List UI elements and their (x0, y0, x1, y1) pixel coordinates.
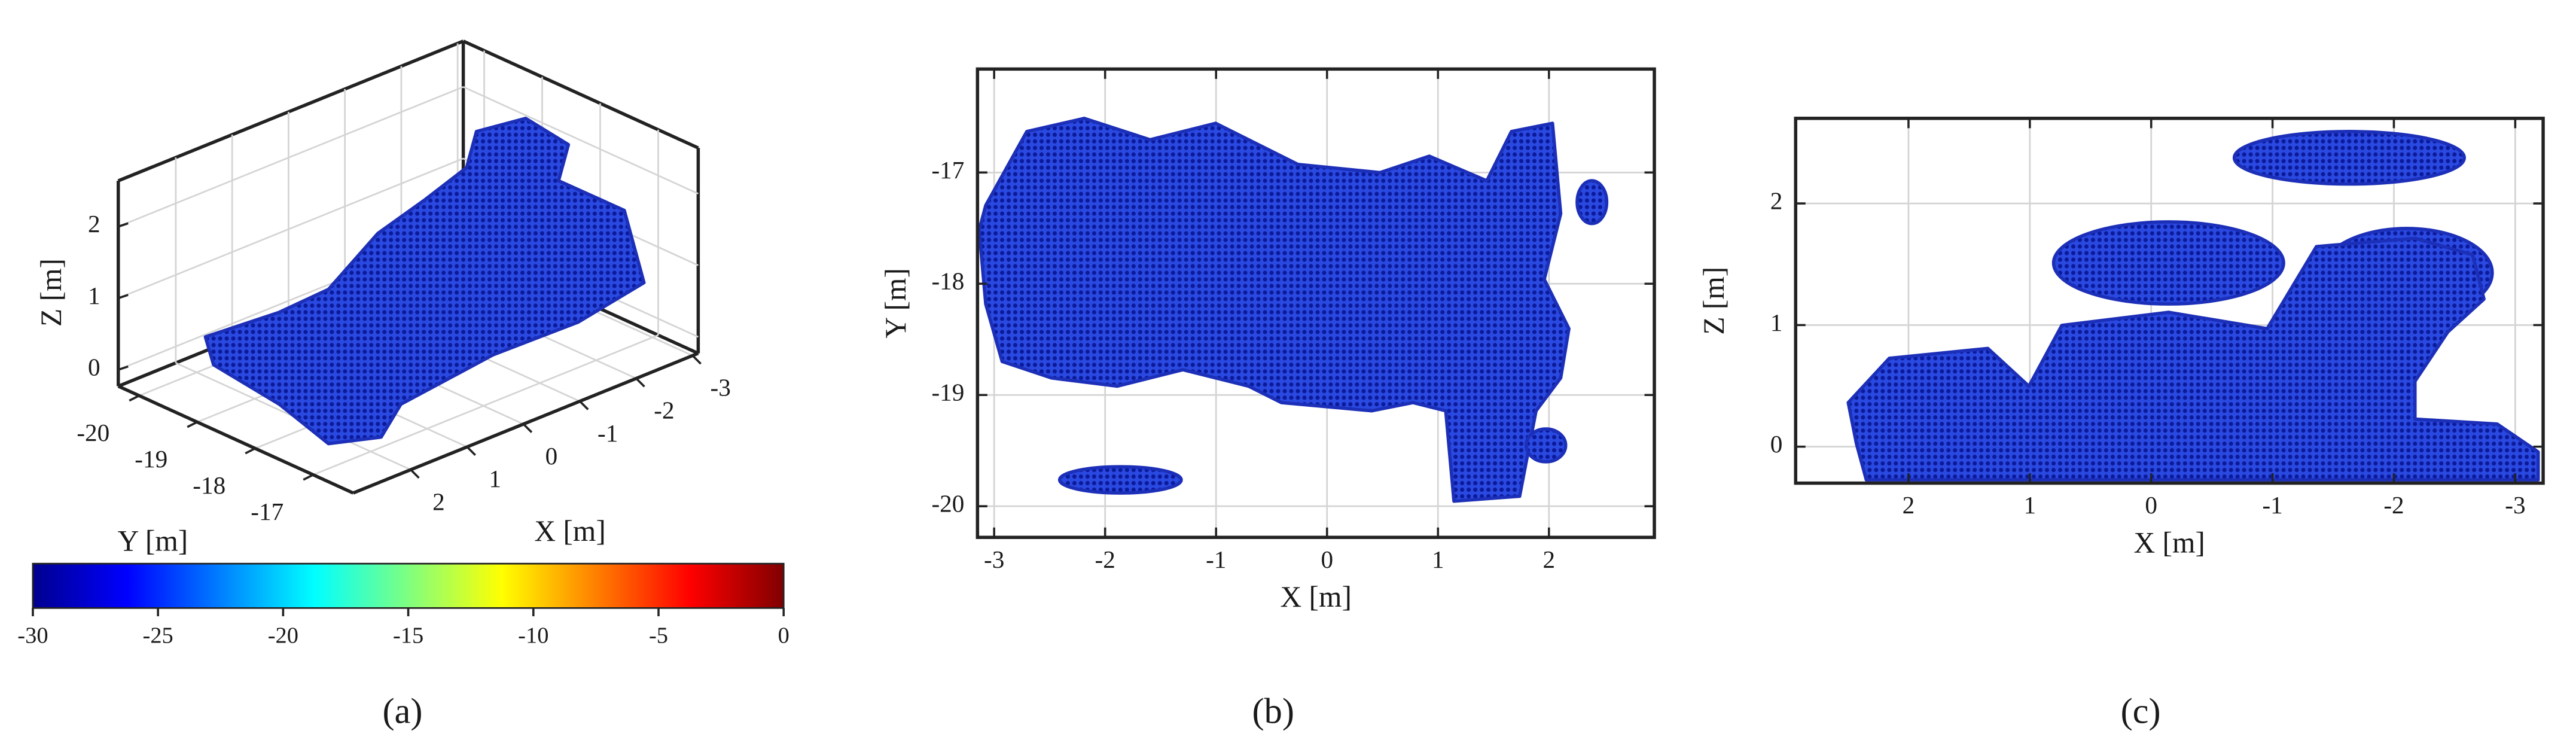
x-tick (691, 355, 702, 365)
panel-b-front: -3 -2 -1 0 1 2 -20 -19 -18 -17 X [m] Y [m] (b) (879, 67, 1656, 732)
axis-box-edge (352, 352, 699, 495)
x-tick-label: 0 (545, 442, 558, 470)
cloud-blob (1846, 236, 2540, 482)
y-tick-label: -17 (251, 498, 283, 525)
x-tick (579, 400, 589, 410)
colorbar-tick-label: -5 (649, 623, 668, 649)
x-tick (410, 468, 420, 479)
z-tick (118, 294, 129, 300)
y-tick-label: 2 (1770, 187, 1783, 215)
point-cloud (1846, 130, 2540, 482)
x-tick-label: -1 (597, 419, 618, 447)
grid-line (463, 86, 699, 195)
z-tick (118, 365, 129, 371)
point-cloud (977, 117, 1609, 503)
x-tick (635, 377, 645, 388)
x-tick-label: -2 (654, 397, 674, 424)
z-tick-label: 0 (88, 353, 100, 380)
colorbar-tick-label: -15 (393, 623, 423, 649)
cloud-blob (2051, 220, 2285, 306)
x-tick (466, 446, 476, 456)
point-cloud (203, 117, 646, 446)
x-tick-label: 2 (432, 488, 445, 515)
y-tick-label: -19 (135, 445, 167, 473)
x-tick-label: 2 (1542, 546, 1555, 573)
x-tick-label: -2 (2383, 491, 2404, 519)
axis-box-edge (117, 39, 464, 182)
axis-box-edge (117, 385, 354, 495)
cloud-blob (1525, 427, 1568, 464)
colorbar-tick-label: 0 (778, 623, 789, 649)
cloud-blob (977, 117, 1571, 503)
x-tick-label: -3 (984, 546, 1004, 573)
caption: (c) (2121, 692, 2161, 732)
cloud-blob (2232, 130, 2466, 186)
y-tick-label: -20 (77, 419, 109, 446)
x-tick (522, 423, 533, 433)
panel-a-front: 2 1 0 -1 -2 -3 -20 -19 -18 -17 0 1 2 X [m] Y [m] Z [m] -… (17, 210, 789, 732)
x-axis-label: X [m] (534, 514, 605, 547)
x-tick-label: -1 (2262, 491, 2282, 519)
x-tick-label: -1 (1206, 546, 1226, 573)
y-tick-label: -18 (931, 267, 964, 295)
x-tick-label: 1 (489, 465, 501, 492)
x-tick-label: -2 (1095, 546, 1115, 573)
colorbar-tick-label: -25 (143, 623, 173, 649)
x-tick-label: 1 (1432, 546, 1444, 573)
x-tick-label: 2 (1903, 491, 1915, 519)
y-tick-label: -19 (931, 379, 964, 406)
z-tick-label: 1 (88, 282, 100, 309)
z-axis-label: Z [m] (35, 258, 68, 327)
colorbar-tick-label: -30 (17, 623, 48, 649)
x-tick-label: -3 (2505, 491, 2525, 519)
plot-frame (1794, 117, 2545, 485)
colorbar-tick-label: -20 (268, 623, 298, 649)
z-tick-label: 2 (88, 210, 100, 238)
colorbar-tick-label: -10 (518, 623, 548, 649)
plot-frame (975, 67, 1656, 539)
grid-line (118, 86, 464, 228)
caption: (a) (382, 692, 422, 732)
y-tick-label: -20 (931, 490, 964, 517)
caption: (b) (1252, 692, 1294, 732)
colorbar (32, 562, 785, 609)
x-axis-label: X [m] (1280, 580, 1351, 613)
x-tick-label: 0 (2145, 491, 2157, 519)
y-axis-label: Y [m] (879, 268, 912, 339)
axis-box-edge (462, 39, 699, 150)
y-tick-label: -17 (931, 156, 964, 184)
y-axis-label: Y [m] (118, 525, 188, 558)
cloud-blob (1057, 465, 1183, 495)
cloud-blob (1575, 179, 1609, 226)
y-axis-label: Z [m] (1697, 267, 1730, 335)
grid-line (313, 334, 659, 476)
x-axis-label: X [m] (2133, 526, 2205, 559)
x-tick-label: 0 (1321, 546, 1333, 573)
x-tick-label: -3 (711, 374, 731, 401)
y-tick-label: 1 (1770, 309, 1783, 336)
grid-line (118, 157, 464, 299)
z-tick (118, 222, 129, 228)
y-tick-label: 0 (1770, 430, 1783, 458)
cloud-blob (203, 117, 646, 446)
panel-c-front: 2 1 0 -1 -2 -3 0 1 2 X [m] Z [m] (c) (1697, 117, 2545, 732)
x-tick-label: 1 (2024, 491, 2037, 519)
y-tick-label: -18 (193, 471, 225, 499)
